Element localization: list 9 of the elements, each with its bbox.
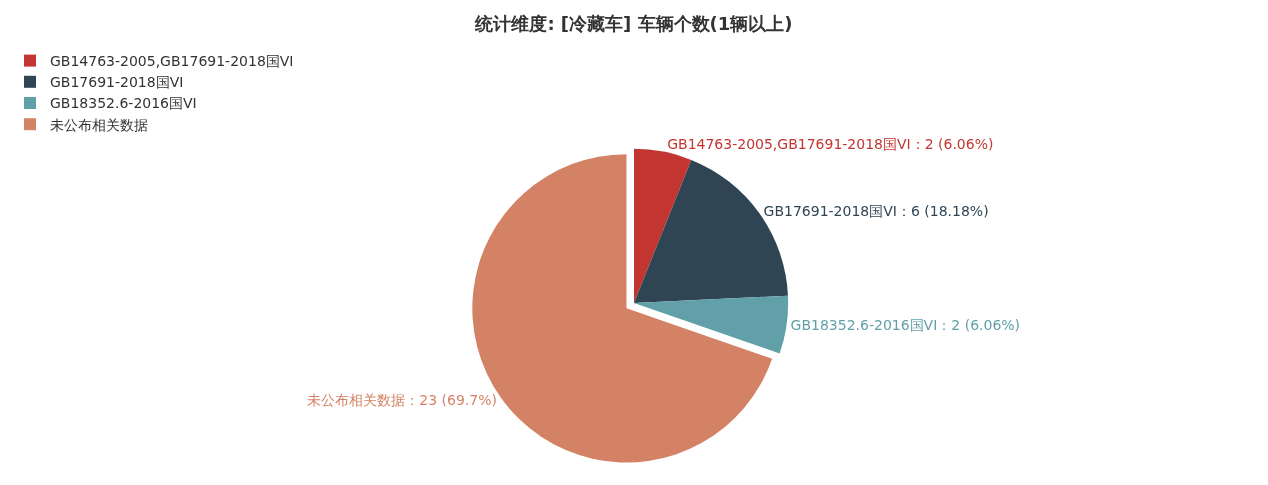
data-label: 未公布相关数据：23 (69.7%) xyxy=(307,392,497,409)
data-label: GB17691-2018国VI：6 (18.18%) xyxy=(763,202,989,219)
data-label: GB14763-2005,GB17691-2018国VI：2 (6.06%) xyxy=(667,135,994,152)
chart-title: 统计维度: [冷藏车] 车辆个数(1辆以上) xyxy=(474,12,793,34)
data-label: GB18352.6-2016国VI：2 (6.06%) xyxy=(790,317,1021,334)
legend-label: GB14763-2005,GB17691-2018国VI xyxy=(50,53,294,70)
legend-label: GB18352.6-2016国VI xyxy=(50,95,197,112)
legend-label: GB17691-2018国VI xyxy=(50,74,184,91)
legend-label: 未公布相关数据 xyxy=(50,116,148,133)
